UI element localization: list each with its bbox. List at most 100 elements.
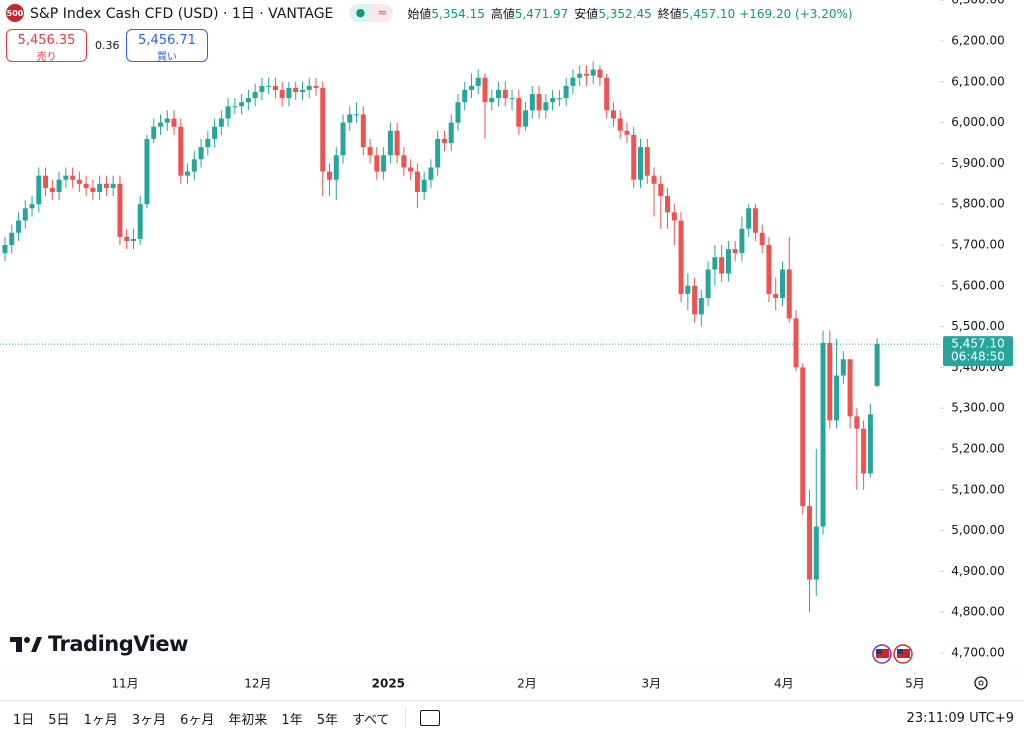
candle [536, 85, 542, 119]
candle [83, 175, 89, 197]
candle [171, 110, 177, 135]
candle-body [63, 175, 69, 180]
candle [387, 122, 393, 164]
candle-body [414, 171, 420, 192]
candle [563, 77, 569, 107]
status-pill[interactable]: ● ≈ [349, 4, 394, 22]
candle [482, 73, 488, 139]
candle [63, 167, 69, 188]
candle [692, 277, 698, 323]
candle [631, 126, 637, 188]
candle [827, 330, 833, 429]
candle-body [144, 138, 150, 205]
candle [9, 224, 15, 254]
candle-body [570, 77, 576, 86]
candle [807, 489, 813, 613]
candle [793, 310, 799, 372]
candle-body [827, 342, 833, 421]
candle-body [387, 130, 393, 156]
range-button[interactable]: 1年 [281, 712, 303, 728]
sell-label: 売り [36, 52, 57, 63]
candle [732, 240, 738, 262]
last-price-label: 5,457.10 [951, 337, 1004, 351]
candle-body [786, 269, 792, 319]
ohlc-key: 高値 [490, 6, 515, 21]
candle-body [867, 414, 873, 474]
candle-body [245, 98, 251, 103]
range-button[interactable]: すべて [351, 712, 390, 728]
candle-body [462, 89, 468, 103]
candle-body [218, 118, 224, 127]
candle-body [692, 285, 698, 315]
candle-body [705, 269, 711, 299]
candle [70, 167, 76, 188]
candle-body [732, 249, 738, 254]
sell-button[interactable]: 5,456.35 売り [6, 29, 87, 63]
clock[interactable]: 23:11:09 UTC+9 [906, 710, 1014, 726]
y-tick-label: 5,000.00 [951, 523, 1004, 537]
candle [834, 338, 840, 429]
candle [103, 175, 109, 197]
candle [354, 102, 360, 123]
candle-body [185, 171, 191, 176]
candle [773, 277, 779, 311]
range-button[interactable]: 年初来 [228, 712, 268, 728]
candle-body [43, 175, 49, 188]
candle [435, 130, 441, 176]
candle [191, 151, 197, 180]
candle [847, 359, 853, 429]
x-tick-label: 11月 [111, 677, 138, 691]
candle [76, 171, 82, 192]
candle [333, 147, 339, 201]
date-range-icon[interactable] [419, 710, 440, 726]
candle-body [401, 155, 407, 168]
range-button[interactable]: 3ヶ月 [131, 712, 167, 728]
candle-body [83, 183, 89, 188]
candle [266, 77, 272, 95]
header: 500 S&P Index Cash CFD (USD) · 1日 · VANT… [6, 3, 853, 23]
candle [110, 175, 116, 197]
y-tick-label: 5,500.00 [951, 319, 1004, 333]
candle [272, 77, 278, 99]
candle-body [854, 416, 860, 429]
candle-body [577, 73, 583, 78]
symbol-icon: 500 [6, 4, 24, 22]
candle-body [29, 204, 35, 209]
candle-body [279, 89, 285, 99]
buy-button[interactable]: 5,456.71 買い [126, 29, 208, 63]
candle [590, 61, 596, 84]
candle-body [259, 85, 265, 93]
candle [16, 212, 22, 241]
candle [22, 200, 28, 229]
candle [509, 89, 515, 111]
candle-body [225, 106, 231, 119]
candle-body [516, 98, 522, 127]
y-tick-label: 5,300.00 [951, 401, 1004, 415]
candle-body [550, 98, 556, 103]
candle [543, 94, 549, 119]
candle [840, 351, 846, 384]
logo-mark [10, 637, 42, 652]
candle [218, 110, 224, 135]
candle [786, 236, 792, 323]
candle-body [239, 102, 245, 107]
candle [414, 163, 420, 209]
range-button[interactable]: 5年 [316, 712, 338, 728]
range-button[interactable]: 1ヶ月 [83, 712, 118, 728]
symbol-title[interactable]: S&P Index Cash CFD (USD) · 1日 · VANTAGE [30, 6, 334, 22]
event-flags[interactable] [872, 644, 913, 664]
settings-icon[interactable] [974, 676, 988, 690]
range-button[interactable]: 6ヶ月 [180, 712, 215, 728]
last-price-box [943, 336, 1013, 367]
range-button[interactable]: 1日 [13, 712, 35, 728]
candle-body [482, 77, 488, 103]
candle-body [671, 212, 677, 221]
candle-body [421, 179, 427, 192]
candle-body [840, 359, 846, 376]
candle-body [455, 102, 461, 123]
candle [455, 94, 461, 131]
candle-body [597, 69, 603, 78]
candle-body [590, 69, 596, 76]
candle [800, 363, 806, 515]
range-button[interactable]: 5日 [48, 712, 70, 728]
